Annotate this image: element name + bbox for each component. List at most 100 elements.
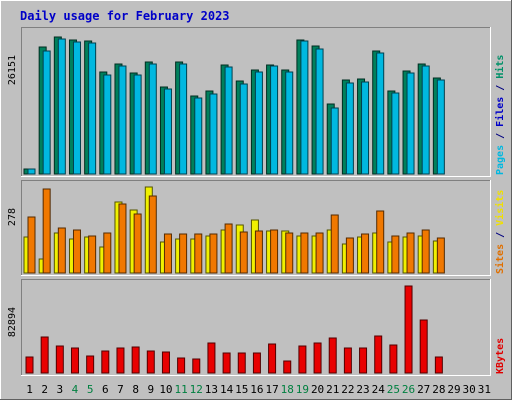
bar-sites-day-18 [285,232,294,274]
bar-kbytes-day-13 [207,342,216,374]
bar-kbytes-day-26 [404,285,413,374]
bar-sites-day-13 [209,233,218,274]
series-legend-label: Sites / Visits [494,190,506,274]
bar-files-day-10 [163,88,172,175]
x-tick-label-day-14: 14 [220,383,234,396]
x-tick-label-day-21: 21 [326,383,339,396]
bar-files-day-17 [270,65,279,175]
bar-files-day-19 [300,40,309,175]
x-tick-label-day-16: 16 [250,383,263,396]
legend-part: Pages [495,145,506,175]
bar-files-day-26 [406,72,415,175]
bar-kbytes-day-28 [434,356,443,374]
bar-kbytes-day-12 [192,358,201,374]
x-tick-label-day-3: 3 [57,383,64,396]
bar-files-day-20 [315,48,324,175]
bar-kbytes-day-5 [86,355,95,374]
bar-files-day-6 [103,74,112,175]
bar-files-day-27 [421,65,430,175]
x-tick-label-day-18: 18 [281,383,294,396]
bar-sites-day-20 [315,232,324,274]
panel-visits-sites: 278 Sites / Visits [7,180,506,276]
series-legend-label: KBytes [495,338,506,374]
x-tick-label-day-20: 20 [311,383,324,396]
max-value-label: 26151 [7,55,18,85]
chart-title: Daily usage for February 2023 [20,9,230,23]
bar-sites-day-25 [391,235,400,274]
bar-kbytes-day-4 [70,347,79,374]
chart-panels: 26151 Pages / Files / Hits 278 Sites / Visi… [7,27,506,376]
bar-files-day-3 [57,38,66,175]
bar-files-day-28 [436,79,445,175]
bar-kbytes-day-8 [131,346,140,374]
legend-part: / [495,127,506,145]
legend-part: KBytes [495,338,506,374]
x-tick-label-day-11: 11 [174,383,187,396]
bar-sites-day-4 [72,229,81,274]
bar-sites-day-24 [376,210,385,274]
bar-files-day-7 [118,65,127,175]
x-tick-label-day-31: 31 [478,383,491,396]
bar-sites-day-27 [421,229,430,274]
bar-files-day-16 [254,71,263,175]
bar-files-day-9 [148,63,157,175]
x-tick-label-day-9: 9 [147,383,154,396]
bar-sites-day-28 [436,237,445,274]
x-tick-label-day-1: 1 [26,383,33,396]
bar-sites-day-22 [345,237,354,274]
bar-files-day-13 [209,93,218,175]
panel-hits-files-pages: 26151 Pages / Files / Hits [7,27,506,177]
bar-files-day-11 [179,63,188,175]
legend-part: Hits [494,55,506,79]
bar-sites-day-7 [118,203,127,274]
bar-files-day-1 [27,168,36,175]
bar-sites-day-17 [270,229,279,274]
bar-kbytes-day-21 [328,337,337,374]
legend-part: / [495,79,506,97]
x-tick-label-day-28: 28 [432,383,445,396]
bar-sites-day-26 [406,232,415,274]
bar-kbytes-day-6 [101,350,110,374]
legend-part: Sites [494,244,506,274]
x-tick-label-day-30: 30 [463,383,476,396]
x-tick-label-day-5: 5 [87,383,94,396]
bar-files-day-24 [376,52,385,175]
bar-sites-day-8 [133,213,142,274]
bar-files-day-4 [72,41,81,175]
x-tick-label-day-6: 6 [102,383,109,396]
bar-kbytes-day-16 [252,352,261,374]
bar-kbytes-day-3 [55,345,64,374]
bar-sites-day-19 [300,232,309,274]
bar-files-day-23 [361,81,370,175]
bar-sites-day-11 [179,233,188,274]
x-tick-label-day-24: 24 [372,383,386,396]
x-tick-label-day-13: 13 [205,383,218,396]
bar-kbytes-day-18 [283,360,292,374]
bar-sites-day-5 [88,235,97,274]
x-axis-labels: 1 2 3 4 5 6 7 8 9 10 11 12 13 14 15 16 17 18 19 20 21 22 23 24 2… [26,383,491,396]
x-tick-label-day-22: 22 [341,383,354,396]
bar-sites-day-23 [361,233,370,274]
x-tick-label-day-12: 12 [190,383,203,396]
bar-files-day-15 [239,83,248,175]
x-tick-label-day-4: 4 [72,383,79,396]
x-tick-label-day-26: 26 [402,383,415,396]
x-tick-label-day-25: 25 [387,383,400,396]
bar-files-day-12 [194,97,203,175]
bar-kbytes-day-25 [389,344,398,374]
bar-kbytes-day-20 [313,342,322,374]
bar-sites-day-6 [103,232,112,274]
x-tick-label-day-7: 7 [117,383,124,396]
x-tick-label-day-15: 15 [235,383,248,396]
x-tick-label-day-29: 29 [447,383,460,396]
bar-files-day-21 [330,107,339,175]
bar-sites-day-21 [330,214,339,274]
x-tick-label-day-23: 23 [356,383,369,396]
bar-sites-day-2 [42,188,51,274]
x-tick-label-day-2: 2 [41,383,48,396]
bar-kbytes-day-1 [25,356,34,374]
bar-files-day-18 [285,71,294,175]
max-value-label: 278 [7,208,18,226]
max-value-label: 82894 [7,307,18,337]
